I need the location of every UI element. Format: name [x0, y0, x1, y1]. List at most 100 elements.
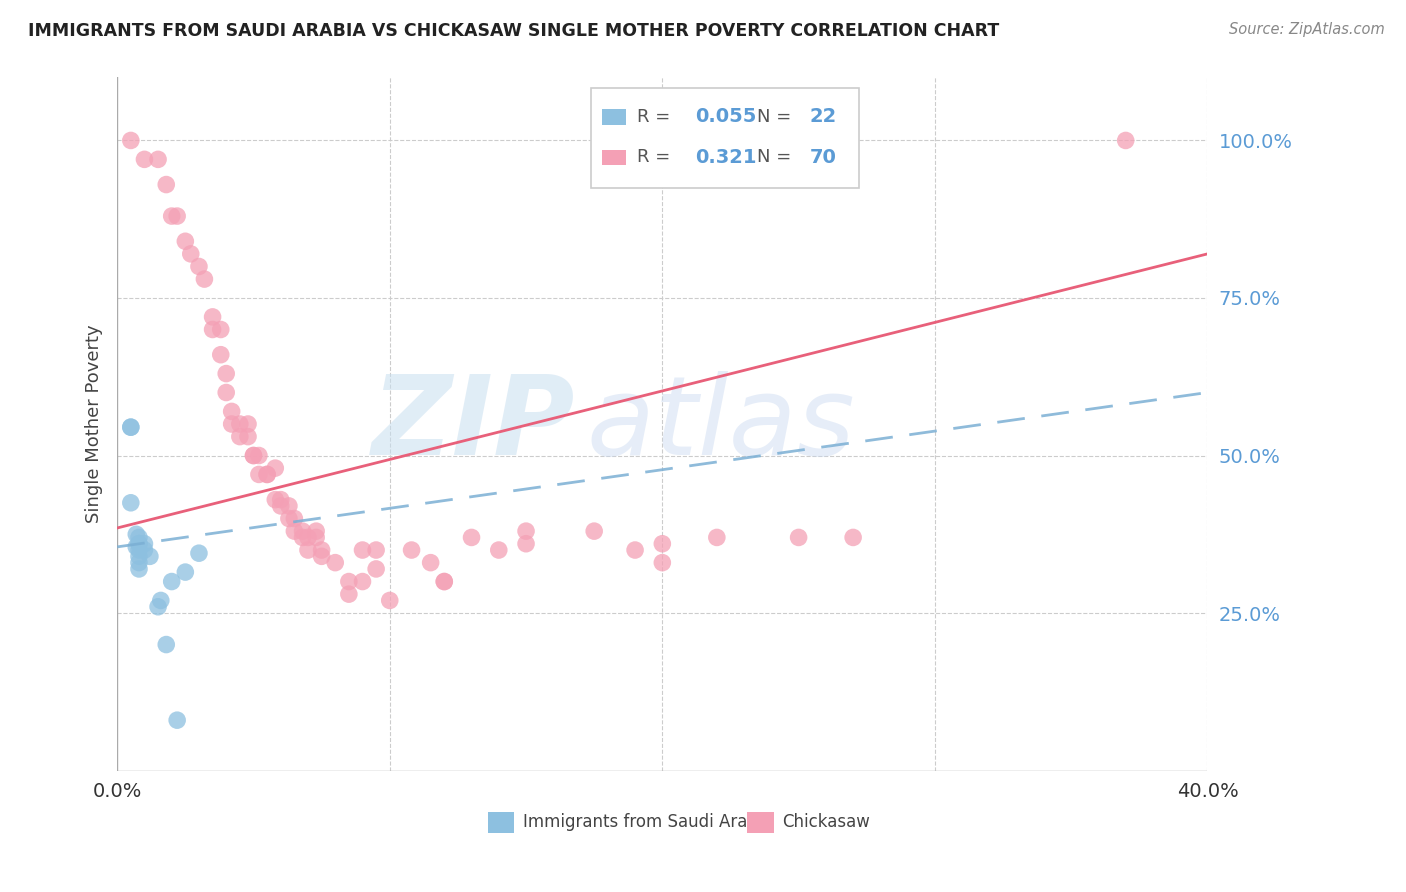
Text: atlas: atlas: [586, 370, 855, 477]
Point: [221, 404, 243, 418]
Point: [120, 420, 142, 434]
Text: N =: N =: [758, 108, 797, 126]
Point: [155, 178, 177, 192]
Point: [842, 531, 865, 545]
Point: [311, 543, 333, 558]
Point: [229, 429, 252, 443]
Point: [120, 133, 142, 147]
Point: [242, 449, 264, 463]
Point: [125, 527, 148, 541]
Point: [270, 499, 292, 513]
Point: [215, 385, 238, 400]
Point: [128, 549, 150, 564]
Point: [247, 449, 270, 463]
Point: [515, 524, 537, 538]
Point: [297, 543, 319, 558]
Point: [460, 531, 482, 545]
Point: [311, 549, 333, 564]
Point: [125, 540, 148, 554]
Point: [366, 562, 388, 576]
Point: [277, 499, 299, 513]
Point: [515, 537, 537, 551]
Point: [277, 511, 299, 525]
Point: [166, 713, 188, 727]
Text: Chickasaw: Chickasaw: [782, 813, 870, 830]
Text: N =: N =: [758, 148, 797, 166]
Point: [146, 599, 169, 614]
Point: [264, 461, 287, 475]
Text: Immigrants from Saudi Arabia: Immigrants from Saudi Arabia: [523, 813, 772, 830]
Point: [433, 574, 456, 589]
Point: [128, 562, 150, 576]
Point: [193, 272, 215, 286]
FancyBboxPatch shape: [488, 813, 515, 833]
Text: IMMIGRANTS FROM SAUDI ARABIA VS CHICKASAW SINGLE MOTHER POVERTY CORRELATION CHAR: IMMIGRANTS FROM SAUDI ARABIA VS CHICKASA…: [28, 22, 1000, 40]
Point: [134, 153, 156, 167]
Point: [337, 574, 360, 589]
Point: [291, 531, 314, 545]
Point: [323, 556, 346, 570]
Point: [305, 531, 328, 545]
Point: [128, 531, 150, 545]
Point: [188, 260, 211, 274]
Text: 70: 70: [810, 148, 837, 167]
Point: [352, 543, 374, 558]
Point: [706, 531, 728, 545]
FancyBboxPatch shape: [592, 87, 859, 188]
Point: [229, 417, 252, 431]
Point: [283, 524, 305, 538]
Point: [787, 531, 810, 545]
Point: [651, 556, 673, 570]
Point: [352, 574, 374, 589]
Text: R =: R =: [637, 108, 676, 126]
Text: R =: R =: [637, 148, 682, 166]
Point: [128, 556, 150, 570]
Point: [120, 496, 142, 510]
Point: [120, 420, 142, 434]
Point: [378, 593, 401, 607]
Point: [221, 417, 243, 431]
Point: [297, 531, 319, 545]
Point: [337, 587, 360, 601]
Point: [201, 322, 224, 336]
Point: [433, 574, 456, 589]
Point: [209, 322, 232, 336]
Point: [174, 565, 197, 579]
Point: [583, 524, 606, 538]
Point: [134, 543, 156, 558]
Point: [174, 234, 197, 248]
FancyBboxPatch shape: [748, 813, 773, 833]
Point: [128, 543, 150, 558]
Point: [247, 467, 270, 482]
Point: [401, 543, 423, 558]
Text: ZIP: ZIP: [371, 370, 575, 477]
Point: [188, 546, 211, 560]
FancyBboxPatch shape: [602, 110, 626, 125]
Text: Source: ZipAtlas.com: Source: ZipAtlas.com: [1229, 22, 1385, 37]
Point: [128, 537, 150, 551]
Point: [1115, 133, 1137, 147]
FancyBboxPatch shape: [602, 150, 626, 165]
Point: [419, 556, 441, 570]
Point: [128, 537, 150, 551]
Point: [270, 492, 292, 507]
Point: [215, 367, 238, 381]
Point: [160, 209, 183, 223]
Point: [256, 467, 278, 482]
Point: [236, 417, 259, 431]
Point: [160, 574, 183, 589]
Point: [305, 524, 328, 538]
Point: [146, 153, 169, 167]
Point: [291, 524, 314, 538]
Point: [201, 310, 224, 324]
Point: [488, 543, 510, 558]
Point: [236, 429, 259, 443]
Text: 22: 22: [810, 107, 837, 127]
Point: [256, 467, 278, 482]
Point: [283, 511, 305, 525]
Point: [624, 543, 647, 558]
Text: 0.055: 0.055: [695, 107, 756, 127]
Point: [242, 449, 264, 463]
Point: [209, 348, 232, 362]
Point: [155, 638, 177, 652]
